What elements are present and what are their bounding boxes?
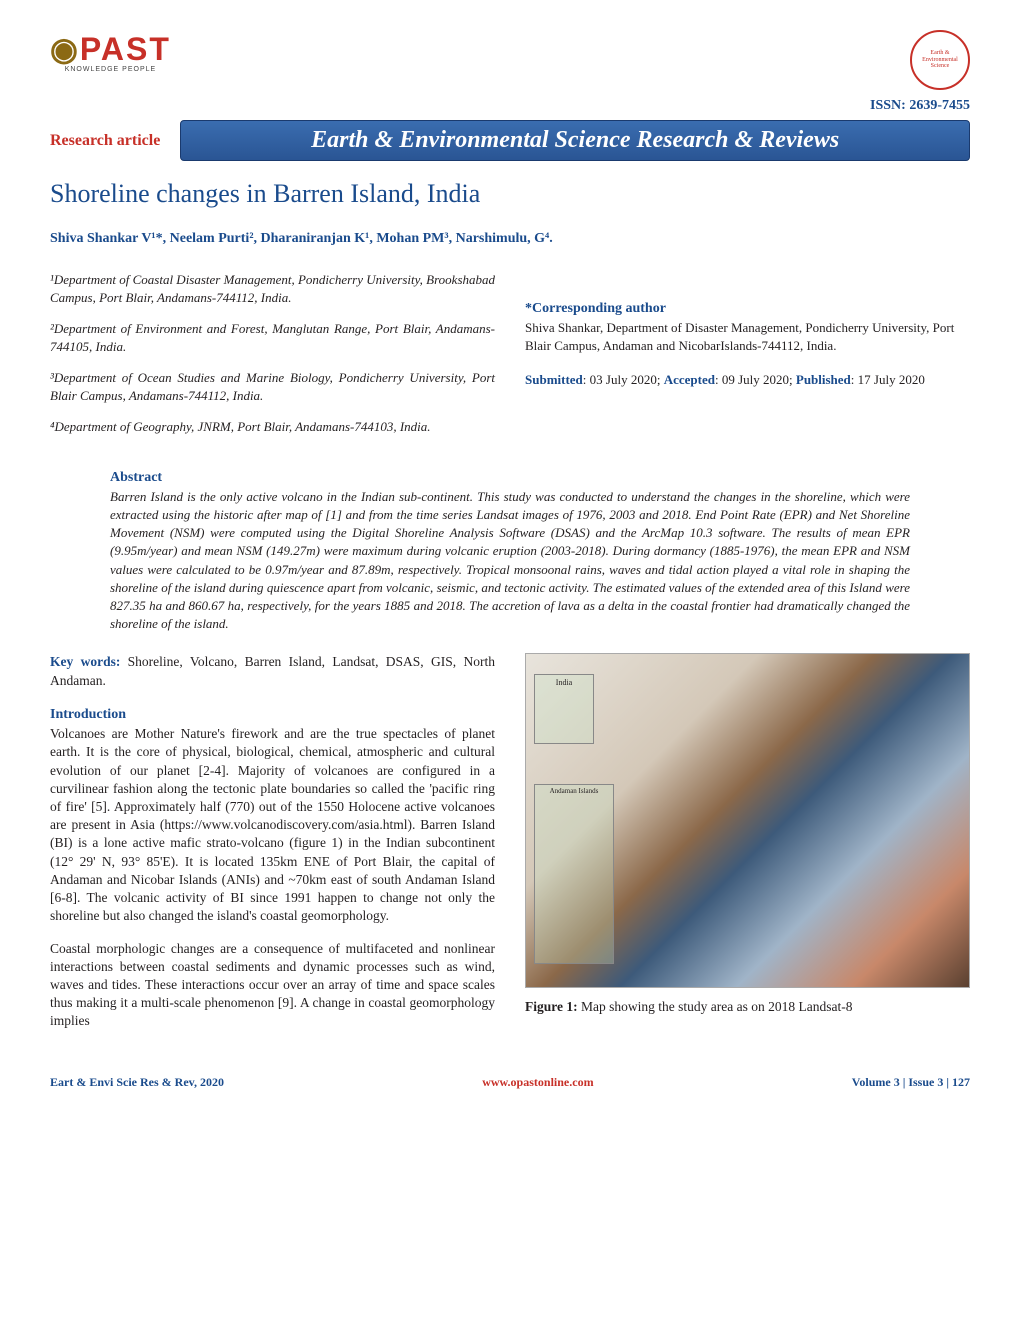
journal-name-banner: Earth & Environmental Science Research &… xyxy=(180,120,970,161)
affiliation-2: ²Department of Environment and Forest, M… xyxy=(50,320,495,355)
published-date: : 17 July 2020 xyxy=(851,372,925,387)
accepted-label: Accepted xyxy=(664,372,715,387)
header-row: ◉PAST KNOWLEDGE PEOPLE Earth &Environmen… xyxy=(50,30,970,90)
journal-seal-container: Earth &EnvironmentalScience xyxy=(910,30,970,90)
body-right-column: India Andaman Islands Figure 1: Map show… xyxy=(525,653,970,1044)
logo-subtitle: KNOWLEDGE PEOPLE xyxy=(50,66,171,73)
keywords-label: Key words: xyxy=(50,654,120,669)
affiliation-4: ⁴Department of Geography, JNRM, Port Bla… xyxy=(50,418,495,436)
journal-seal-icon: Earth &EnvironmentalScience xyxy=(910,30,970,90)
issn-label: ISSN: 2639-7455 xyxy=(50,98,970,114)
accepted-date: : 09 July 2020; xyxy=(715,372,796,387)
map-inset-andaman: Andaman Islands xyxy=(534,784,614,964)
footer-page-info: Volume 3 | Issue 3 | 127 xyxy=(852,1075,970,1090)
body-columns: Key words: Shoreline, Volcano, Barren Is… xyxy=(50,653,970,1044)
abstract-text: Barren Island is the only active volcano… xyxy=(110,488,910,634)
submitted-date: : 03 July 2020; xyxy=(583,372,664,387)
introduction-heading: Introduction xyxy=(50,707,495,723)
affiliation-3: ³Department of Ocean Studies and Marine … xyxy=(50,369,495,404)
author-list: Shiva Shankar V¹*, Neelam Purti², Dharan… xyxy=(50,231,970,247)
body-left-column: Key words: Shoreline, Volcano, Barren Is… xyxy=(50,653,495,1044)
map-inset-india: India xyxy=(534,674,594,744)
corresponding-heading: *Corresponding author xyxy=(525,301,970,317)
abstract-block: Abstract Barren Island is the only activ… xyxy=(110,470,910,634)
affiliation-1: ¹Department of Coastal Disaster Manageme… xyxy=(50,271,495,306)
affiliations-column: ¹Department of Coastal Disaster Manageme… xyxy=(50,271,495,450)
logo-text: ◉PAST xyxy=(50,30,171,68)
publisher-logo: ◉PAST KNOWLEDGE PEOPLE xyxy=(50,30,171,73)
figure-caption-text: Map showing the study area as on 2018 La… xyxy=(578,999,853,1014)
corresponding-column: *Corresponding author Shiva Shankar, Dep… xyxy=(525,271,970,450)
figure-1-map: India Andaman Islands xyxy=(525,653,970,988)
footer-url: www.opastonline.com xyxy=(482,1075,593,1090)
figure-label: Figure 1: xyxy=(525,999,578,1014)
banner-row: Research article Earth & Environmental S… xyxy=(50,120,970,161)
introduction-p2: Coastal morphologic changes are a conseq… xyxy=(50,940,495,1031)
affiliation-columns: ¹Department of Coastal Disaster Manageme… xyxy=(50,271,970,450)
figure-1-caption: Figure 1: Map showing the study area as … xyxy=(525,998,970,1016)
article-title: Shoreline changes in Barren Island, Indi… xyxy=(50,179,970,209)
abstract-heading: Abstract xyxy=(110,470,910,486)
corresponding-text: Shiva Shankar, Department of Disaster Ma… xyxy=(525,319,970,354)
introduction-p1: Volcanoes are Mother Nature's firework a… xyxy=(50,725,495,925)
published-label: Published xyxy=(796,372,851,387)
corresponding-author-box: *Corresponding author Shiva Shankar, Dep… xyxy=(525,301,970,354)
submitted-label: Submitted xyxy=(525,372,583,387)
article-type: Research article xyxy=(50,132,160,150)
page-footer: Eart & Envi Scie Res & Rev, 2020 www.opa… xyxy=(50,1075,970,1090)
globe-icon: ◉ xyxy=(50,31,80,67)
footer-journal: Eart & Envi Scie Res & Rev, 2020 xyxy=(50,1075,224,1090)
keywords-block: Key words: Shoreline, Volcano, Barren Is… xyxy=(50,653,495,691)
submission-dates: Submitted: 03 July 2020; Accepted: 09 Ju… xyxy=(525,372,970,388)
